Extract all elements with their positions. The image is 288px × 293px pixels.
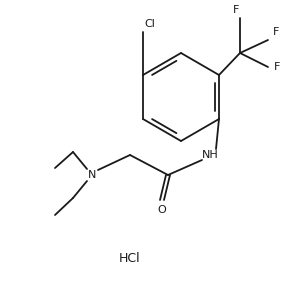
Text: NH: NH — [202, 150, 218, 160]
Text: F: F — [233, 5, 239, 15]
Text: Cl: Cl — [144, 19, 155, 29]
Text: F: F — [274, 62, 280, 72]
Text: O: O — [158, 205, 166, 215]
Text: F: F — [273, 27, 279, 37]
Text: N: N — [88, 170, 96, 180]
Text: HCl: HCl — [119, 251, 141, 265]
